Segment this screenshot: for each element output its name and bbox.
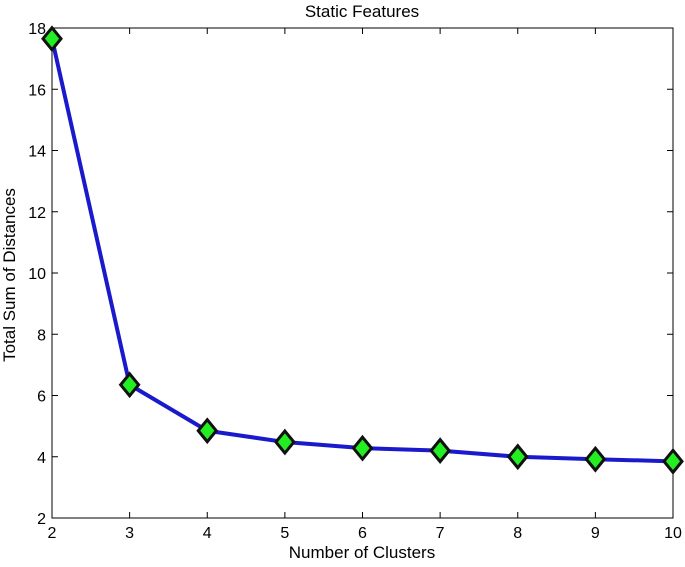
x-tick-label: 3	[125, 525, 134, 542]
x-tick-label: 7	[436, 525, 445, 542]
data-point-marker	[506, 443, 529, 471]
chart-title: Static Features	[305, 2, 419, 21]
y-tick-label: 4	[37, 450, 46, 467]
x-tick-label: 9	[591, 525, 600, 542]
x-tick-label: 10	[664, 525, 682, 542]
data-point-marker	[429, 437, 452, 464]
y-axis-label: Total Sum of Distances	[0, 188, 19, 362]
series-layer	[41, 25, 684, 475]
data-point-marker	[662, 447, 684, 475]
data-point-marker	[196, 417, 219, 445]
y-tick-label: 8	[37, 327, 46, 344]
x-tick-label: 8	[513, 525, 522, 542]
x-tick-label: 2	[48, 525, 57, 542]
x-axis: 2 3 4 5 6 7 8 9 10	[48, 28, 682, 542]
y-tick-label: 6	[37, 389, 46, 406]
y-tick-label: 16	[28, 82, 46, 99]
series-line	[50, 38, 674, 464]
data-point-marker	[351, 434, 374, 462]
data-point-marker	[584, 445, 607, 473]
y-tick-label: 18	[28, 21, 46, 38]
y-tick-label: 12	[28, 205, 46, 222]
x-tick-label: 5	[280, 525, 289, 542]
x-tick-label: 6	[358, 525, 367, 542]
y-tick-label: 2	[37, 511, 46, 528]
y-tick-label: 14	[28, 144, 46, 161]
data-point-marker	[273, 428, 296, 456]
data-point-marker	[118, 371, 141, 399]
x-axis-label: Number of Clusters	[289, 543, 435, 562]
data-point-marker	[41, 25, 63, 53]
y-axis: 2 4 6 8 10 12 14 16 18	[28, 21, 673, 528]
y-tick-label: 10	[28, 266, 46, 283]
x-tick-label: 4	[203, 525, 212, 542]
